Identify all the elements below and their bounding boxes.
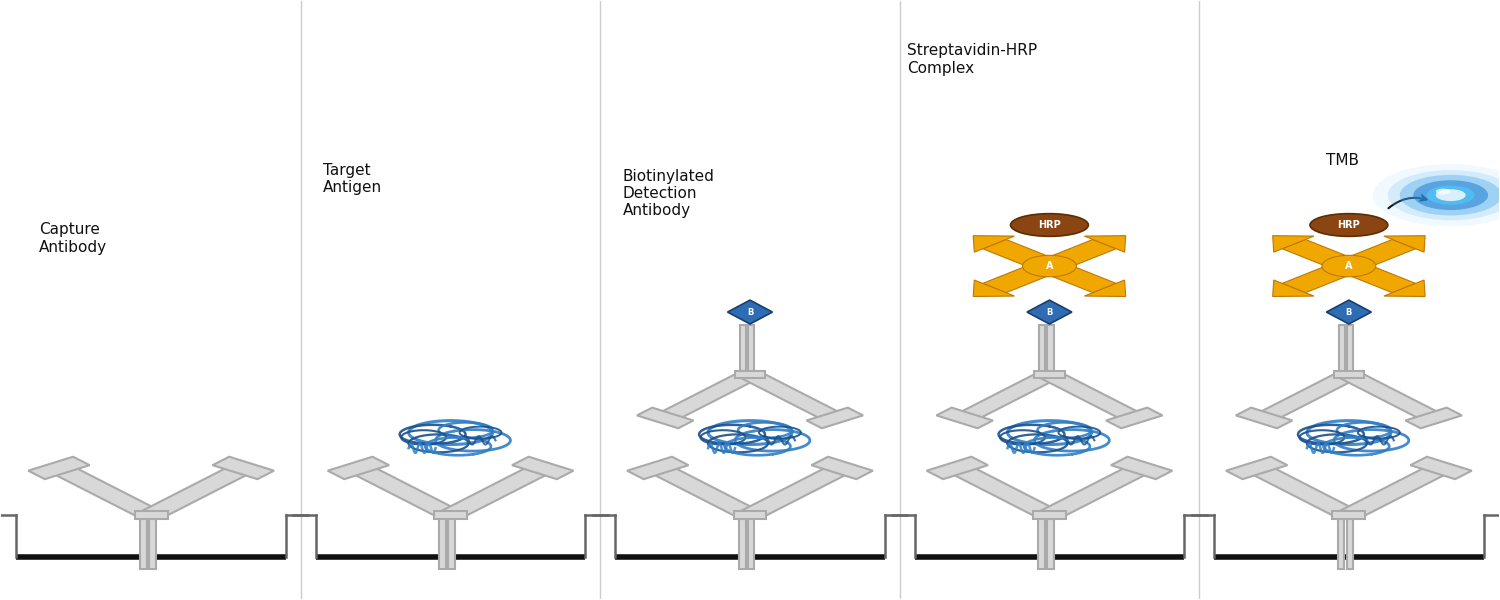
Polygon shape xyxy=(982,262,1060,293)
Polygon shape xyxy=(1272,280,1314,296)
Bar xyxy=(433,511,466,518)
Polygon shape xyxy=(512,457,573,479)
Bar xyxy=(740,325,746,374)
Circle shape xyxy=(1426,185,1474,205)
Polygon shape xyxy=(1112,457,1173,479)
Polygon shape xyxy=(28,457,90,479)
Circle shape xyxy=(1388,170,1500,220)
Bar xyxy=(1334,371,1364,378)
Polygon shape xyxy=(213,457,274,479)
Bar xyxy=(1035,371,1065,378)
Circle shape xyxy=(1400,175,1500,215)
Circle shape xyxy=(1436,188,1450,194)
Polygon shape xyxy=(1246,464,1359,518)
Polygon shape xyxy=(936,407,993,428)
Circle shape xyxy=(1413,180,1488,210)
Polygon shape xyxy=(1084,236,1125,252)
Text: Biotinylated
Detection
Antibody: Biotinylated Detection Antibody xyxy=(622,169,714,218)
Polygon shape xyxy=(1038,239,1116,271)
Ellipse shape xyxy=(1011,214,1089,236)
Ellipse shape xyxy=(1310,214,1388,236)
Polygon shape xyxy=(1084,280,1125,296)
Polygon shape xyxy=(440,464,554,518)
Bar xyxy=(748,515,754,569)
Polygon shape xyxy=(1040,371,1144,421)
Polygon shape xyxy=(141,464,254,518)
Bar xyxy=(748,325,754,374)
Polygon shape xyxy=(48,464,162,518)
Polygon shape xyxy=(1384,236,1425,252)
Polygon shape xyxy=(974,236,1014,252)
Bar xyxy=(1332,511,1365,518)
Circle shape xyxy=(1322,256,1376,277)
Bar xyxy=(1347,325,1353,374)
Polygon shape xyxy=(1236,407,1293,428)
Text: B: B xyxy=(747,308,753,317)
Bar xyxy=(1338,325,1346,374)
Bar xyxy=(1338,515,1344,569)
Polygon shape xyxy=(740,371,844,421)
Polygon shape xyxy=(1272,236,1314,252)
Bar xyxy=(1047,325,1053,374)
Bar xyxy=(1040,325,1046,374)
Bar xyxy=(448,515,454,569)
Polygon shape xyxy=(1028,300,1072,324)
Polygon shape xyxy=(638,407,693,428)
Polygon shape xyxy=(627,457,688,479)
Polygon shape xyxy=(1338,464,1452,518)
Polygon shape xyxy=(1282,262,1360,293)
Bar xyxy=(734,511,766,518)
Polygon shape xyxy=(1406,407,1462,428)
Bar xyxy=(735,371,765,378)
Polygon shape xyxy=(1384,280,1425,296)
Polygon shape xyxy=(946,464,1060,518)
Bar xyxy=(440,515,446,569)
Bar xyxy=(1347,515,1353,569)
Bar xyxy=(135,511,168,518)
Polygon shape xyxy=(1326,300,1371,324)
Polygon shape xyxy=(927,457,988,479)
Text: A: A xyxy=(1346,261,1353,271)
Text: Target
Antigen: Target Antigen xyxy=(324,163,382,195)
Polygon shape xyxy=(982,239,1060,271)
Polygon shape xyxy=(1226,457,1287,479)
Bar xyxy=(740,515,746,569)
Polygon shape xyxy=(1340,371,1443,421)
Polygon shape xyxy=(956,371,1059,421)
Polygon shape xyxy=(1038,262,1116,293)
Text: HRP: HRP xyxy=(1338,220,1360,230)
Polygon shape xyxy=(1254,371,1359,421)
Bar xyxy=(1034,511,1066,518)
Polygon shape xyxy=(656,371,760,421)
Polygon shape xyxy=(740,464,853,518)
Text: HRP: HRP xyxy=(1038,220,1060,230)
Text: A: A xyxy=(1046,261,1053,271)
Polygon shape xyxy=(327,457,388,479)
Polygon shape xyxy=(1040,464,1152,518)
Polygon shape xyxy=(974,280,1014,296)
Polygon shape xyxy=(1282,239,1360,271)
Circle shape xyxy=(1023,256,1077,277)
Bar xyxy=(148,515,156,569)
Polygon shape xyxy=(1336,239,1416,271)
Polygon shape xyxy=(807,407,862,428)
Polygon shape xyxy=(1410,457,1472,479)
Circle shape xyxy=(1436,189,1466,201)
Circle shape xyxy=(1372,164,1500,226)
Bar xyxy=(1038,515,1046,569)
Polygon shape xyxy=(646,464,760,518)
Text: Capture
Antibody: Capture Antibody xyxy=(39,223,106,255)
Polygon shape xyxy=(728,300,772,324)
Text: TMB: TMB xyxy=(1326,154,1359,169)
Polygon shape xyxy=(1106,407,1162,428)
Bar xyxy=(1047,515,1054,569)
Polygon shape xyxy=(348,464,460,518)
Polygon shape xyxy=(1336,262,1416,293)
Text: B: B xyxy=(1047,308,1053,317)
Text: Streptavidin-HRP
Complex: Streptavidin-HRP Complex xyxy=(908,43,1038,76)
Polygon shape xyxy=(812,457,873,479)
Bar xyxy=(140,515,147,569)
Text: B: B xyxy=(1346,308,1352,317)
